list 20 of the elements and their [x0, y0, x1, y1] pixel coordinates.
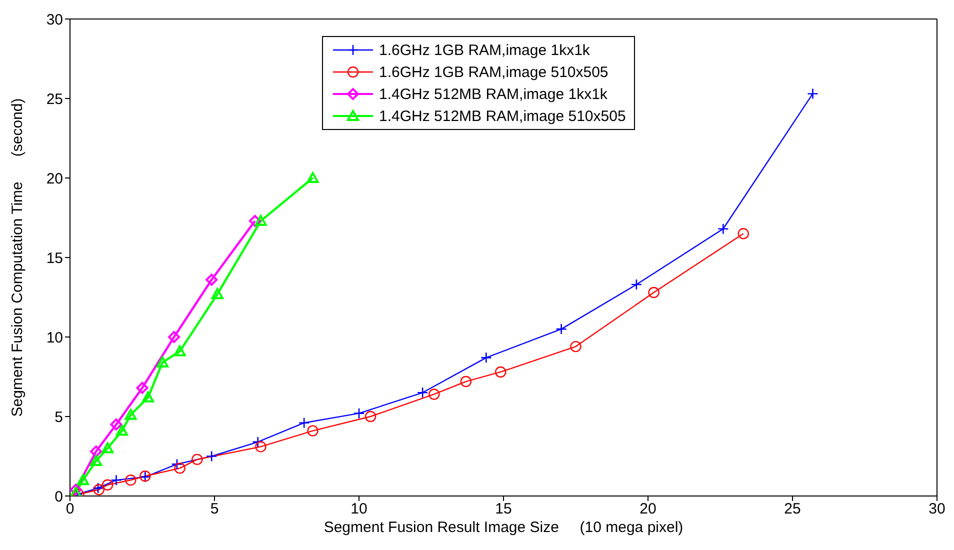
y-axis-title: Segment Fusion Computation Time (second)	[9, 98, 26, 417]
x-tick-label: 25	[784, 500, 801, 518]
y-tick-label: 25	[46, 90, 63, 108]
x-tick-label: 5	[210, 500, 219, 518]
legend-label: 1.6GHz 1GB RAM,image 1kx1k	[379, 42, 590, 58]
y-tick-label: 20	[46, 170, 63, 188]
y-tick-label: 5	[54, 408, 63, 426]
legend-label: 1.4GHz 512MB RAM,image 1kx1k	[379, 86, 608, 102]
x-tick-label: 0	[66, 500, 74, 518]
x-tick-label: 20	[640, 500, 656, 518]
x-tick-label: 15	[495, 500, 512, 518]
y-tick-label: 30	[46, 11, 63, 28]
legend-label: 1.4GHz 512MB RAM,image 510x505	[379, 108, 626, 124]
legend-label: 1.6GHz 1GB RAM,image 510x505	[379, 64, 608, 80]
x-tick-label: 10	[350, 500, 368, 518]
x-tick-label: 30	[928, 500, 946, 518]
y-tick-label: 15	[46, 250, 63, 267]
x-axis-title: Segment Fusion Result Image Size (10 mega pixel)	[324, 519, 684, 536]
y-tick-label: 10	[46, 329, 63, 346]
y-tick-label: 0	[54, 488, 63, 506]
